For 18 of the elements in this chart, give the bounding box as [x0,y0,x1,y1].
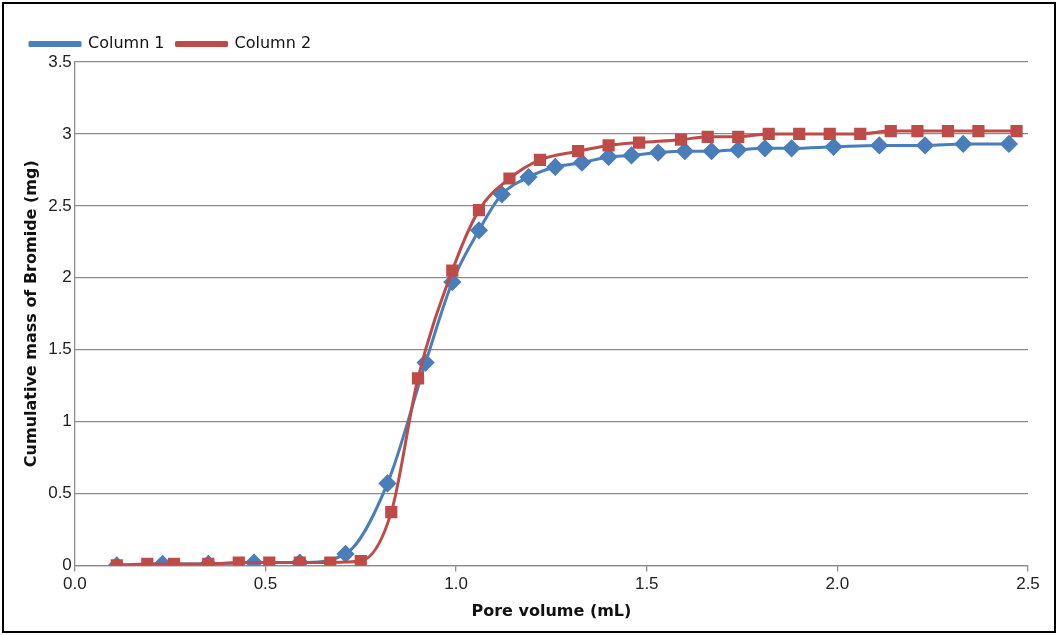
y-tick-label: 2.5 [48,195,72,215]
legend-label: Column 1 [88,33,165,53]
y-axis-title: Cumulative mass of Bromide (mg) [20,160,40,468]
y-tick-label: 0 [62,555,72,575]
legend-label: Column 2 [234,33,312,53]
y-tick-label: 0.5 [48,483,72,503]
x-tick-label: 1.0 [444,574,468,594]
y-tick-label: 1 [62,411,72,431]
x-axis-title: Pore volume (mL) [471,600,632,620]
y-tick-label: 3.5 [48,51,72,71]
y-tick-label: 1.5 [48,339,72,359]
x-tick-label: 2.5 [1016,574,1040,594]
x-tick-label: 0.5 [253,574,278,594]
x-tick-label: 2.0 [825,574,850,594]
y-tick-label: 3 [62,123,72,143]
x-tick-label: 0.0 [63,574,87,594]
x-tick-label: 1.5 [634,574,659,594]
y-tick-label: 2 [62,267,72,287]
